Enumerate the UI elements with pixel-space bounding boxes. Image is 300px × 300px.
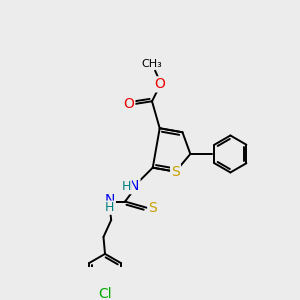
Text: N: N	[104, 193, 115, 207]
Text: CH₃: CH₃	[142, 59, 162, 69]
Text: S: S	[171, 165, 180, 179]
Text: N: N	[129, 179, 140, 193]
Text: O: O	[154, 77, 165, 92]
Text: Cl: Cl	[98, 287, 112, 300]
Text: H: H	[122, 180, 131, 193]
Text: O: O	[124, 98, 134, 111]
Text: S: S	[148, 201, 157, 215]
Text: H: H	[105, 201, 114, 214]
